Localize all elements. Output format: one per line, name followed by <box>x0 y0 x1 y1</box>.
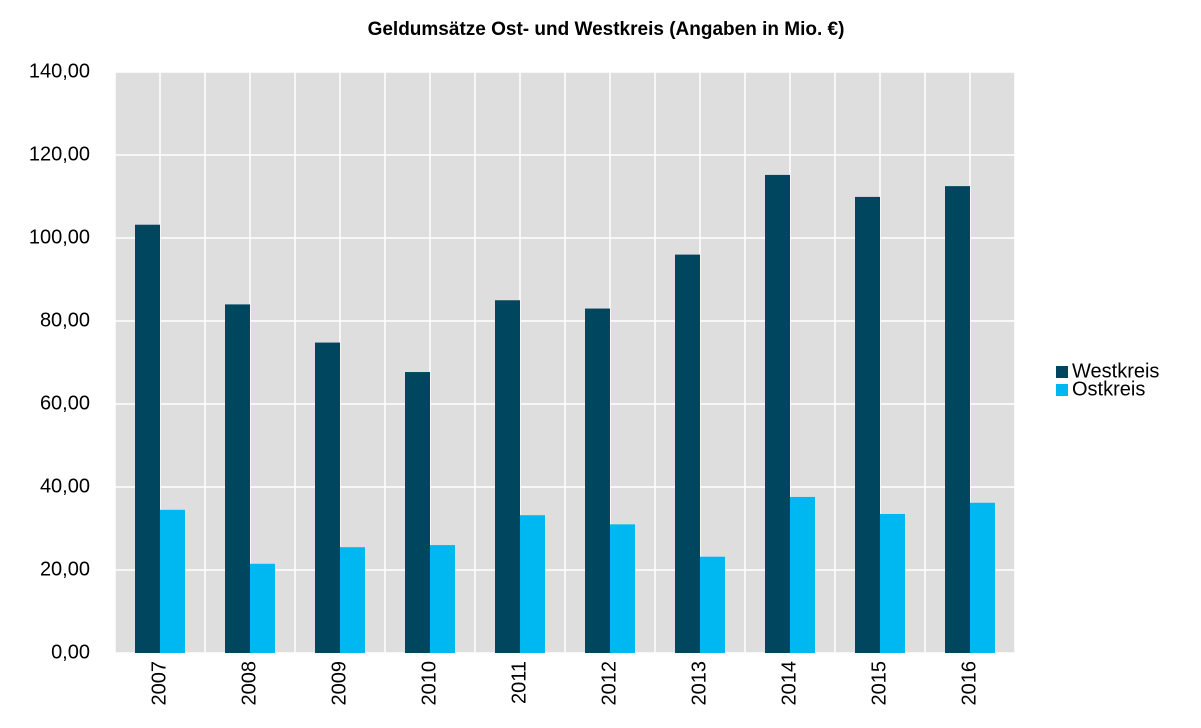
bar <box>855 196 880 654</box>
bar <box>225 304 250 653</box>
x-tick-label: 2016 <box>958 661 980 706</box>
y-tick-label: 100,00 <box>29 226 90 248</box>
bar <box>520 515 545 653</box>
bar <box>700 556 725 653</box>
bar <box>880 513 905 653</box>
legend-label: Westkreis <box>1072 360 1159 382</box>
x-tick-label: 2009 <box>328 661 350 706</box>
x-tick-label: 2011 <box>508 661 530 704</box>
y-tick-label: 80,00 <box>40 309 90 331</box>
x-tick-label: 2008 <box>238 661 260 706</box>
y-tick-label: 140,00 <box>29 60 90 82</box>
x-tick-label: 2014 <box>778 661 800 706</box>
bar <box>135 224 160 653</box>
bar <box>250 563 275 653</box>
x-tick-label: 2013 <box>688 661 710 706</box>
bar <box>430 545 455 653</box>
bar <box>945 186 970 653</box>
bar <box>765 174 790 654</box>
y-tick-label: 60,00 <box>40 392 90 414</box>
bar <box>160 509 185 653</box>
x-tick-label: 2007 <box>148 661 170 706</box>
y-tick-label: 40,00 <box>40 475 90 497</box>
chart-title: Geldumsätze Ost- und Westkreis (Angaben … <box>368 19 845 40</box>
y-tick-label: 0,00 <box>51 641 90 663</box>
bar <box>585 308 610 653</box>
legend-swatch <box>1056 384 1068 396</box>
x-tick-label: 2015 <box>868 661 890 706</box>
x-tick-label: 2012 <box>598 661 620 706</box>
x-tick-label: 2010 <box>418 661 440 706</box>
bar <box>970 502 995 653</box>
bar <box>610 524 635 653</box>
bar <box>495 300 520 653</box>
legend-swatch <box>1056 366 1068 378</box>
bar <box>675 254 700 653</box>
bar <box>315 342 340 653</box>
bar <box>340 547 365 653</box>
bar <box>405 372 430 653</box>
legend-label: Ostkreis <box>1072 378 1145 400</box>
y-tick-label: 20,00 <box>40 558 90 580</box>
bar <box>790 496 815 653</box>
y-tick-label: 120,00 <box>29 143 90 165</box>
